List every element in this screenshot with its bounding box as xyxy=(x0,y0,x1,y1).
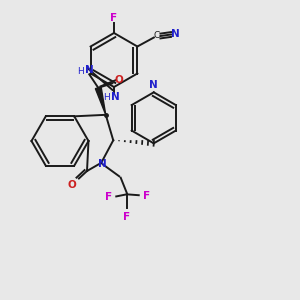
Text: F: F xyxy=(143,191,150,201)
Text: N: N xyxy=(171,28,180,39)
Text: O: O xyxy=(68,179,76,190)
Text: C: C xyxy=(154,32,160,40)
Text: H: H xyxy=(103,93,110,102)
Text: N: N xyxy=(85,65,94,75)
Text: H: H xyxy=(77,67,84,76)
Text: F: F xyxy=(123,212,130,222)
Text: N: N xyxy=(149,80,158,90)
Text: F: F xyxy=(105,192,112,202)
Text: O: O xyxy=(115,75,124,85)
Polygon shape xyxy=(95,87,106,115)
Text: F: F xyxy=(110,13,118,23)
Text: N: N xyxy=(98,159,106,169)
Text: N: N xyxy=(111,92,120,103)
